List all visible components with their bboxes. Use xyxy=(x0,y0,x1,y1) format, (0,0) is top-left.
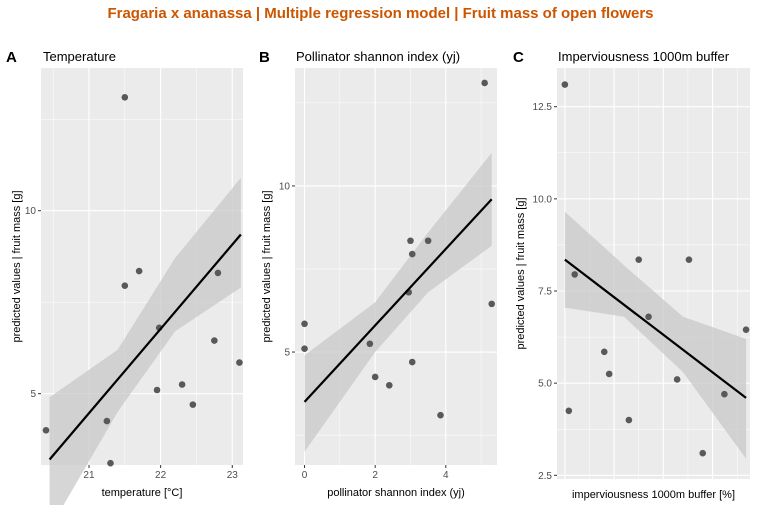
data-point xyxy=(301,320,308,328)
data-point xyxy=(635,256,643,263)
data-point xyxy=(153,386,161,394)
y-axis-label: predicted values | fruit mass [g] xyxy=(515,197,527,349)
panel-title: Imperviousness 1000m buffer xyxy=(558,49,730,64)
y-tick-label: 12.5 xyxy=(533,102,553,113)
y-tick-label: 10.0 xyxy=(533,194,553,205)
y-tick-label: 10 xyxy=(279,181,291,192)
y-axis-label: predicted values | fruit mass [g] xyxy=(261,190,273,342)
y-tick-label: 5 xyxy=(30,389,36,400)
data-point xyxy=(600,348,608,356)
confidence-band xyxy=(49,177,241,505)
confidence-band xyxy=(564,211,747,459)
data-point xyxy=(565,407,573,415)
x-tick-label: 23 xyxy=(227,470,239,481)
data-point xyxy=(424,237,432,245)
data-point xyxy=(385,381,393,389)
y-tick-label: 7.5 xyxy=(538,287,552,298)
data-point xyxy=(408,250,416,258)
data-point xyxy=(721,390,728,398)
y-axis-label: predicted values | fruit mass [g] xyxy=(11,190,23,342)
x-axis-label: temperature [°C] xyxy=(102,487,183,499)
data-point xyxy=(407,237,414,245)
y-tick-label: 2.5 xyxy=(538,471,552,482)
x-axis-label: imperviousness 1000m buffer [%] xyxy=(572,489,735,501)
data-point xyxy=(742,326,750,334)
panel-tag: B xyxy=(259,49,270,66)
data-point xyxy=(214,269,222,277)
data-point xyxy=(301,345,308,353)
x-tick-label: 4 xyxy=(443,470,449,481)
data-point xyxy=(135,267,143,275)
data-point xyxy=(605,370,613,378)
data-point xyxy=(685,256,693,263)
data-point xyxy=(645,313,652,321)
data-point xyxy=(211,337,218,344)
y-tick-label: 5 xyxy=(284,348,290,359)
data-point xyxy=(561,81,569,88)
data-point xyxy=(121,93,129,101)
data-point xyxy=(699,449,707,457)
data-point xyxy=(437,411,444,419)
data-point xyxy=(366,340,374,348)
data-point xyxy=(625,416,633,424)
panel-title: Temperature xyxy=(43,49,116,64)
data-point xyxy=(571,271,579,278)
data-point xyxy=(107,459,114,467)
confidence-band xyxy=(304,152,492,452)
panel-title: Pollinator shannon index (yj) xyxy=(296,49,460,64)
data-point xyxy=(189,401,197,408)
x-axis-label: pollinator shannon index (yj) xyxy=(327,487,465,499)
x-tick-label: 22 xyxy=(155,470,167,481)
data-point xyxy=(488,300,496,308)
regression-line xyxy=(564,258,747,399)
data-point xyxy=(236,359,243,366)
y-tick-label: 10 xyxy=(25,206,37,217)
data-point xyxy=(121,282,129,290)
x-tick-label: 2 xyxy=(372,470,378,481)
y-tick-label: 5.0 xyxy=(538,379,552,390)
panel-tag: A xyxy=(6,49,17,66)
x-tick-label: 21 xyxy=(83,470,95,481)
x-tick-label: 0 xyxy=(302,470,308,481)
data-point xyxy=(673,376,681,383)
data-point xyxy=(408,358,416,366)
data-point xyxy=(178,381,186,388)
data-point xyxy=(103,417,111,425)
data-point xyxy=(42,426,50,434)
data-point xyxy=(371,373,379,381)
figure-title: Fragaria x ananassa | Multiple regressio… xyxy=(107,5,654,22)
data-point xyxy=(481,79,488,87)
panel-tag: C xyxy=(513,49,524,66)
regression-line xyxy=(303,198,493,403)
regression-line xyxy=(48,233,242,461)
